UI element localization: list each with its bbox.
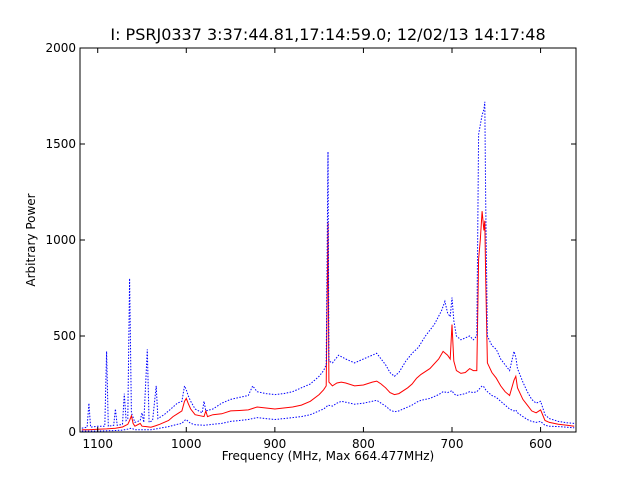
series-line-3 — [81, 385, 575, 432]
y-tick-label: 1500 — [45, 137, 76, 151]
series-line-2 — [81, 101, 575, 429]
series-line-1 — [81, 211, 575, 431]
series-layer — [81, 101, 575, 432]
y-tick-label: 1000 — [45, 233, 76, 247]
y-tick-label: 2000 — [45, 41, 76, 55]
x-tick-label: 600 — [529, 437, 552, 451]
x-tick-label: 700 — [441, 437, 464, 451]
x-axis: 1100 1000 900 800 700 600 — [82, 48, 552, 451]
x-tick-label: 1000 — [171, 437, 202, 451]
y-tick-label: 0 — [68, 425, 76, 439]
y-axis-label: Arbitrary Power — [24, 193, 38, 286]
chart-title: I: PSRJ0337 3:37:44.81,17:14:59.0; 12/02… — [110, 25, 545, 44]
x-axis-label: Frequency (MHz, Max 664.477MHz) — [222, 449, 434, 463]
x-tick-label: 1100 — [82, 437, 113, 451]
y-tick-label: 500 — [53, 329, 76, 343]
y-axis: 0 500 1000 1500 2000 — [45, 41, 576, 439]
x-tick-label: 800 — [352, 437, 375, 451]
x-tick-label: 900 — [263, 437, 286, 451]
